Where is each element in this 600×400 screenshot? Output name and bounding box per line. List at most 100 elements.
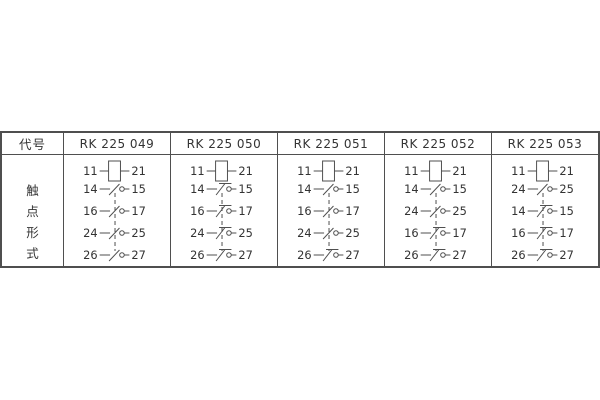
terminal-number: 16	[297, 203, 311, 217]
nc-contact-symbol: 14 15	[511, 203, 574, 217]
terminal-number: 24	[83, 225, 97, 239]
no-contact-symbol: 24 25	[83, 225, 146, 239]
terminal-number: 21	[238, 163, 252, 177]
no-contact-symbol: 14 15	[297, 181, 360, 195]
coil-symbol: 11 21	[511, 160, 574, 181]
terminal-number: 25	[345, 225, 359, 239]
terminal-number: 16	[190, 203, 204, 217]
code-header-label: 代号	[18, 137, 46, 152]
contact-diagram-rk-225-053: 11 21 24 25 14 15 16 17 26 27	[492, 155, 598, 266]
terminal-number: 27	[345, 247, 359, 261]
contact-arrangement-svg: 11 21 24 25 14 15 16 17 26 27	[511, 160, 574, 262]
terminal-number: 11	[404, 163, 418, 177]
terminal-number: 14	[297, 181, 311, 195]
nc-contact-symbol: 26 27	[404, 247, 467, 261]
terminal-number: 21	[345, 163, 359, 177]
contact-diagram-rk-225-049: 11 21 14 15 16 17 24 25 26 27	[64, 155, 171, 266]
coil-symbol: 11 21	[297, 160, 360, 181]
row-label-cell: 触 点 形 式	[2, 155, 64, 266]
terminal-number: 21	[559, 163, 573, 177]
terminal-number: 15	[452, 181, 466, 195]
nc-contact-symbol: 14 15	[190, 181, 253, 195]
terminal-number: 26	[297, 247, 311, 261]
code-header-cell: 代号	[2, 133, 64, 154]
terminal-number: 27	[131, 247, 145, 261]
terminal-number: 27	[559, 247, 573, 261]
column-code: RK 225 049	[79, 136, 155, 151]
no-contact-symbol: 24 25	[511, 181, 574, 195]
contact-arrangement-svg: 11 21 14 15 16 17 24 25 26 27	[190, 160, 253, 262]
contact-form-char: 式	[26, 245, 39, 261]
terminal-number: 24	[511, 181, 525, 195]
coil-symbol: 11 21	[190, 160, 253, 181]
terminal-number: 11	[511, 163, 525, 177]
terminal-number: 26	[83, 247, 97, 261]
terminal-number: 26	[404, 247, 418, 261]
terminal-number: 16	[83, 203, 97, 217]
coil-symbol: 11 21	[83, 160, 146, 181]
contact-diagram-rk-225-051: 11 21 14 15 16 17 24 25 26 27	[278, 155, 385, 266]
terminal-number: 11	[83, 163, 97, 177]
no-contact-symbol: 24 25	[404, 203, 467, 217]
terminal-number: 24	[190, 225, 204, 239]
no-contact-symbol: 26 27	[83, 247, 146, 261]
nc-contact-symbol: 26 27	[190, 247, 253, 261]
column-code: RK 225 052	[400, 136, 476, 151]
table-header-row: 代号 RK 225 049 RK 225 050 RK 225 051 RK 225 …	[2, 133, 598, 155]
terminal-number: 17	[559, 225, 573, 239]
contact-form-label: 触 点 形 式	[26, 162, 39, 260]
terminal-number: 24	[404, 203, 418, 217]
nc-contact-symbol: 24 25	[190, 225, 253, 239]
no-contact-symbol: 14 15	[404, 181, 467, 195]
column-header-rk-225-049: RK 225 049	[64, 133, 171, 154]
terminal-number: 15	[238, 181, 252, 195]
coil-symbol: 11 21	[404, 160, 467, 181]
contact-form-char: 点	[26, 203, 39, 219]
terminal-number: 14	[83, 181, 97, 195]
contact-spec-table: 代号 RK 225 049 RK 225 050 RK 225 051 RK 225 …	[0, 131, 600, 268]
no-contact-symbol: 16 17	[83, 203, 146, 217]
column-code: RK 225 051	[293, 136, 369, 151]
terminal-number: 25	[131, 225, 145, 239]
nc-contact-symbol: 16 17	[511, 225, 574, 239]
no-contact-symbol: 24 25	[297, 225, 360, 239]
no-contact-symbol: 16 17	[297, 203, 360, 217]
terminal-number: 15	[131, 181, 145, 195]
column-header-rk-225-051: RK 225 051	[278, 133, 385, 154]
terminal-number: 11	[297, 163, 311, 177]
terminal-number: 21	[131, 163, 145, 177]
contact-arrangement-svg: 11 21 14 15 16 17 24 25 26 27	[297, 160, 360, 262]
nc-contact-symbol: 16 17	[404, 225, 467, 239]
terminal-number: 14	[190, 181, 204, 195]
terminal-number: 15	[345, 181, 359, 195]
column-code: RK 225 050	[186, 136, 262, 151]
contact-form-char: 形	[26, 224, 39, 240]
table-body-row: 触 点 形 式 11 21 14 15 16 17 24 25 26 27 11 21 14 15 16 17…	[2, 155, 598, 266]
terminal-number: 26	[190, 247, 204, 261]
terminal-number: 17	[131, 203, 145, 217]
terminal-number: 16	[404, 225, 418, 239]
column-header-rk-225-053: RK 225 053	[492, 133, 598, 154]
nc-contact-symbol: 26 27	[297, 247, 360, 261]
terminal-number: 17	[238, 203, 252, 217]
terminal-number: 17	[452, 225, 466, 239]
column-header-rk-225-052: RK 225 052	[385, 133, 492, 154]
terminal-number: 21	[452, 163, 466, 177]
column-header-rk-225-050: RK 225 050	[171, 133, 278, 154]
contact-diagram-rk-225-052: 11 21 14 15 24 25 16 17 26 27	[385, 155, 492, 266]
terminal-number: 25	[452, 203, 466, 217]
no-contact-symbol: 14 15	[83, 181, 146, 195]
terminal-number: 27	[238, 247, 252, 261]
terminal-number: 11	[190, 163, 204, 177]
contact-diagram-rk-225-050: 11 21 14 15 16 17 24 25 26 27	[171, 155, 278, 266]
terminal-number: 14	[404, 181, 418, 195]
terminal-number: 25	[238, 225, 252, 239]
nc-contact-symbol: 26 27	[511, 247, 574, 261]
terminal-number: 27	[452, 247, 466, 261]
terminal-number: 14	[511, 203, 525, 217]
column-code: RK 225 053	[507, 136, 583, 151]
terminal-number: 15	[559, 203, 573, 217]
